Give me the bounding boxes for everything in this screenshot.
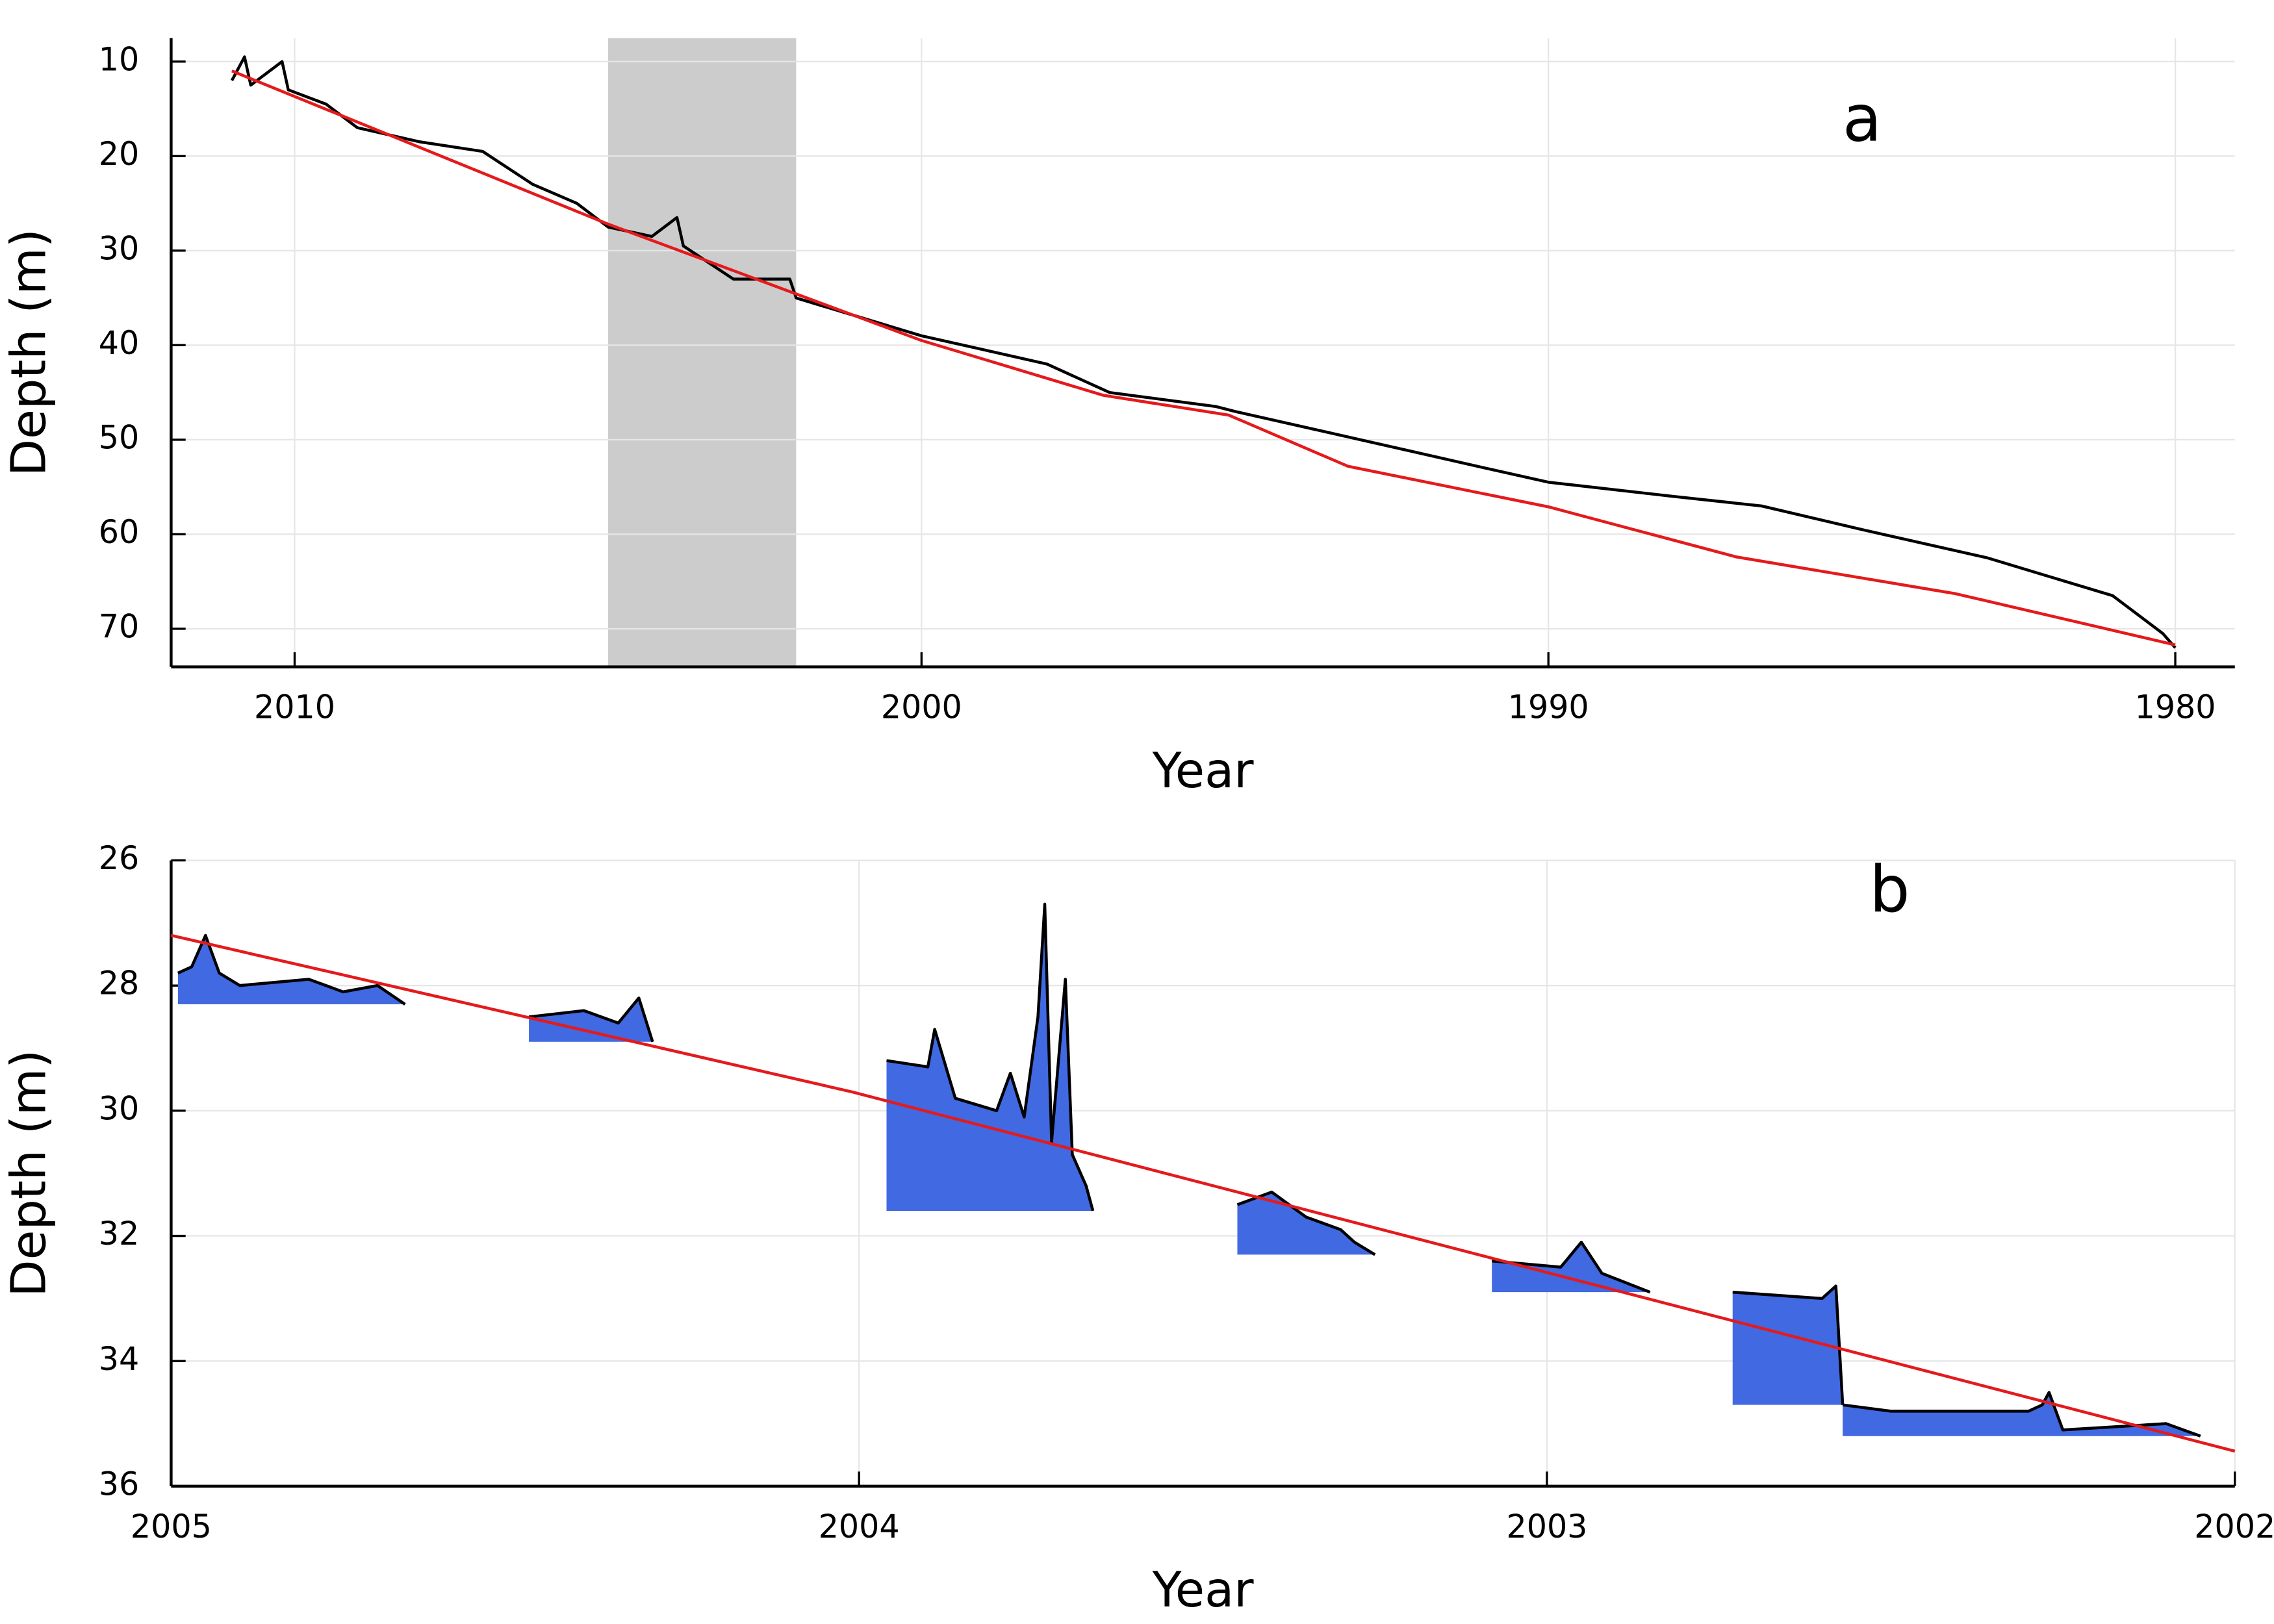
profile-fill [886, 904, 1093, 1211]
y-tick-label: 70 [99, 607, 139, 645]
y-tick-label: 26 [99, 839, 139, 877]
shaded-span [607, 38, 797, 667]
y-tick-label: 32 [99, 1215, 139, 1252]
data-line [886, 902, 1095, 1212]
y-tick-label: 50 [99, 418, 139, 456]
y-tick-label: 40 [99, 324, 139, 362]
y-axis-label: Depth (m) [1, 229, 57, 476]
profile-fill [1237, 1192, 1375, 1255]
x-axis-label: Year [1152, 743, 1254, 799]
y-tick-label: 30 [99, 1089, 139, 1127]
data-line [230, 55, 2177, 649]
x-tick-label: 2004 [819, 1508, 900, 1545]
data-line [170, 933, 2236, 1453]
y-tick-label: 10 [99, 40, 139, 78]
y-tick-label: 34 [99, 1340, 139, 1378]
x-tick-label: 2003 [1506, 1508, 1587, 1545]
x-tick-label: 2002 [2194, 1508, 2274, 1545]
profile-fill [1492, 1242, 1650, 1293]
y-tick-label: 28 [99, 964, 139, 1002]
x-tick-label: 1990 [1508, 688, 1589, 726]
data-line [1492, 1240, 1651, 1294]
profile-fill [529, 998, 653, 1042]
y-tick-label: 60 [99, 513, 139, 551]
profile-fill [177, 935, 405, 1005]
y-tick-label: 30 [99, 229, 139, 267]
annotation: a [1843, 81, 1882, 157]
profile-fill [1843, 1392, 2201, 1436]
annotation: b [1869, 852, 1910, 928]
x-tick-label: 2010 [254, 688, 335, 726]
x-tick-label: 1980 [2135, 688, 2216, 726]
x-axis-label: Year [1152, 1562, 1254, 1618]
data-line [528, 996, 654, 1043]
data-line [1236, 1190, 1376, 1256]
data-line [231, 70, 2176, 646]
data-line [177, 933, 406, 1006]
y-tick-label: 20 [99, 135, 139, 173]
y-axis-label: Depth (m) [1, 1050, 57, 1297]
data-line [1732, 1284, 1845, 1405]
profile-fill [1732, 1286, 1843, 1405]
y-tick-label: 36 [99, 1465, 139, 1503]
x-tick-label: 2005 [131, 1508, 212, 1545]
x-tick-label: 2000 [881, 688, 962, 726]
